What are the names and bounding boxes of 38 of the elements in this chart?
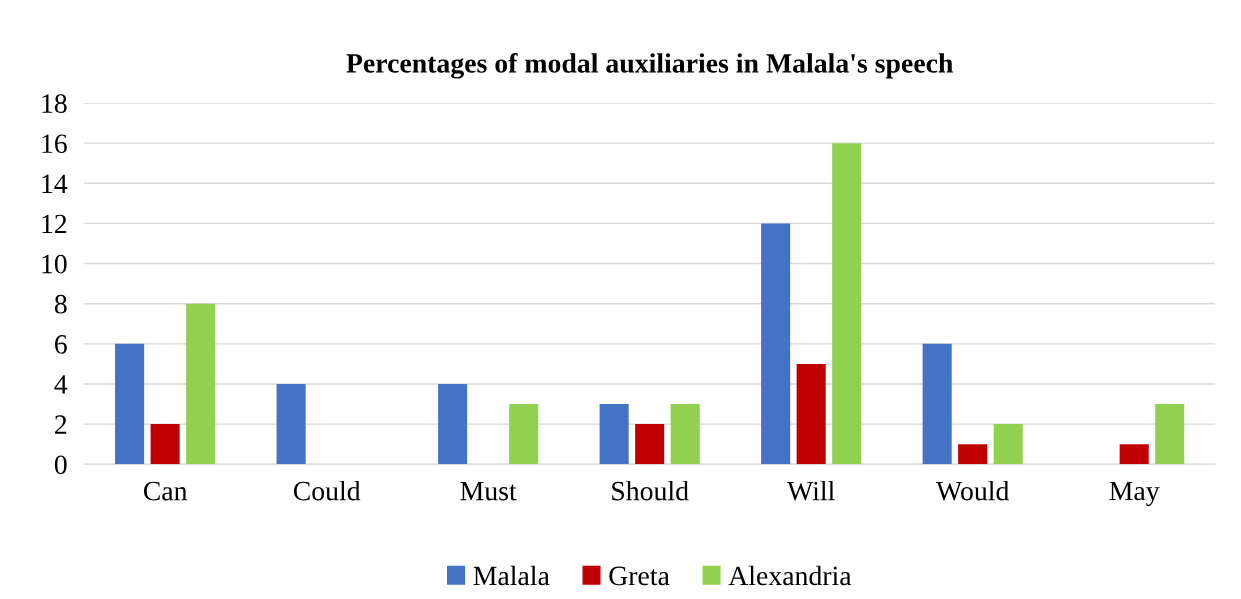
- y-tick-label: 4: [54, 375, 68, 394]
- y-tick-label: 18: [42, 94, 67, 113]
- bar: [922, 343, 952, 465]
- bar: [438, 383, 468, 465]
- y-tick-label: 10: [42, 254, 67, 274]
- x-tick-label: Would: [936, 480, 1010, 501]
- legend-label: Greta: [609, 566, 670, 586]
- bar: [1119, 444, 1149, 465]
- bar: [509, 404, 539, 465]
- bar: [832, 143, 862, 465]
- y-tick-label: 16: [42, 134, 67, 154]
- y-tick-label: 2: [55, 415, 67, 434]
- x-tick-label: Will: [787, 480, 835, 501]
- bar: [796, 363, 826, 465]
- bar: [599, 404, 629, 465]
- x-tick-label: May: [1109, 481, 1160, 507]
- legend-label: Alexandria: [728, 565, 852, 586]
- y-tick-label: 6: [55, 335, 67, 354]
- bar: [186, 303, 216, 465]
- bar: [115, 343, 145, 465]
- bar: [993, 424, 1023, 465]
- bar: [276, 383, 306, 465]
- x-tick-label: Should: [612, 480, 689, 501]
- bar: [150, 424, 180, 465]
- legend-label: Malala: [473, 565, 550, 586]
- y-tick-label: 0: [54, 455, 67, 475]
- x-tick-label: Can: [143, 481, 188, 501]
- x-tick-label: Must: [460, 481, 517, 501]
- bar: [635, 424, 665, 465]
- bar: [1155, 404, 1185, 465]
- y-tick-label: 14: [42, 174, 68, 193]
- bar: [670, 404, 700, 465]
- x-tick-label: Could: [293, 480, 361, 501]
- bar: [761, 223, 791, 465]
- chart-title: Percentages of modal auxiliaries in Malala's speech: [346, 52, 953, 79]
- bar: [958, 444, 988, 465]
- y-tick-label: 12: [42, 214, 67, 234]
- y-tick-label: 8: [54, 294, 67, 314]
